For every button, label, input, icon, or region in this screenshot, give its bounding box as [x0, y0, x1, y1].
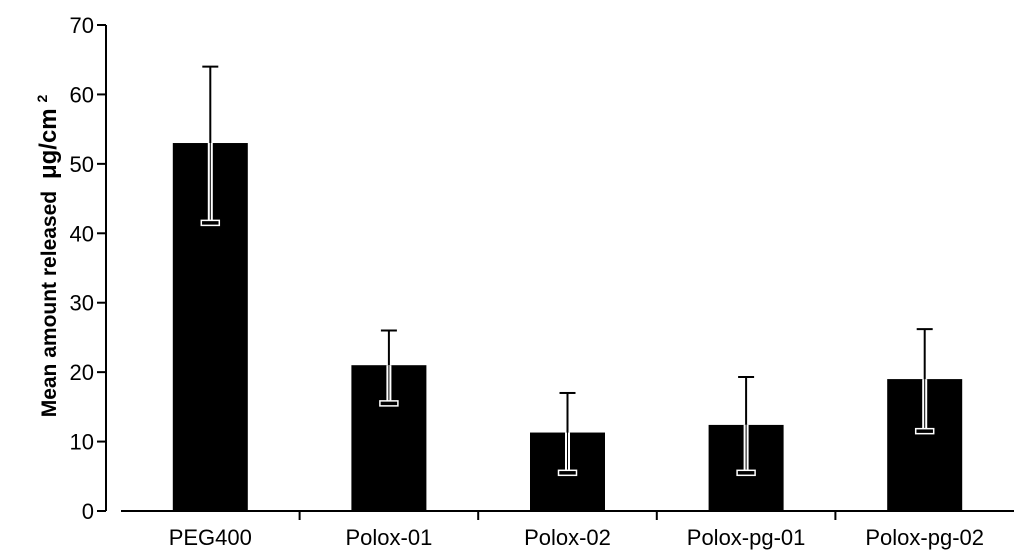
y-tick-label: 20: [70, 360, 94, 385]
error-cap-lower: [559, 470, 577, 475]
x-tick-label: Polox-pg-02: [865, 525, 984, 550]
x-tick-label: PEG400: [169, 525, 252, 550]
y-tick-label: 0: [82, 499, 94, 524]
y-axis: 0 10 20 30 40 50 60 70: [70, 13, 106, 524]
y-axis-title-text: Mean amount released: [38, 191, 61, 417]
y-tick-label: 50: [70, 152, 94, 177]
y-axis-title-unit: μg/cm: [35, 108, 62, 179]
error-bars: [201, 67, 933, 476]
y-tick-label: 40: [70, 221, 94, 246]
y-axis-title-unit-superscript: 2: [34, 95, 50, 103]
y-axis-title: Mean amount released μg/cm 2: [34, 95, 62, 418]
error-cap-lower: [201, 220, 219, 225]
y-tick-label: 30: [70, 291, 94, 316]
x-tick-label: Polox-02: [524, 525, 611, 550]
y-tick-label: 10: [70, 430, 94, 455]
y-tick-label: 60: [70, 82, 94, 107]
error-cap-lower: [380, 401, 398, 406]
error-cap-lower: [916, 429, 934, 434]
x-axis: PEG400 Polox-01 Polox-02 Polox-pg-01 Polox-p…: [121, 511, 1014, 550]
x-tick-label: Polox-pg-01: [687, 525, 806, 550]
error-cap-lower: [737, 470, 755, 475]
y-tick-label: 70: [70, 13, 94, 38]
x-tick-label: Polox-01: [345, 525, 432, 550]
